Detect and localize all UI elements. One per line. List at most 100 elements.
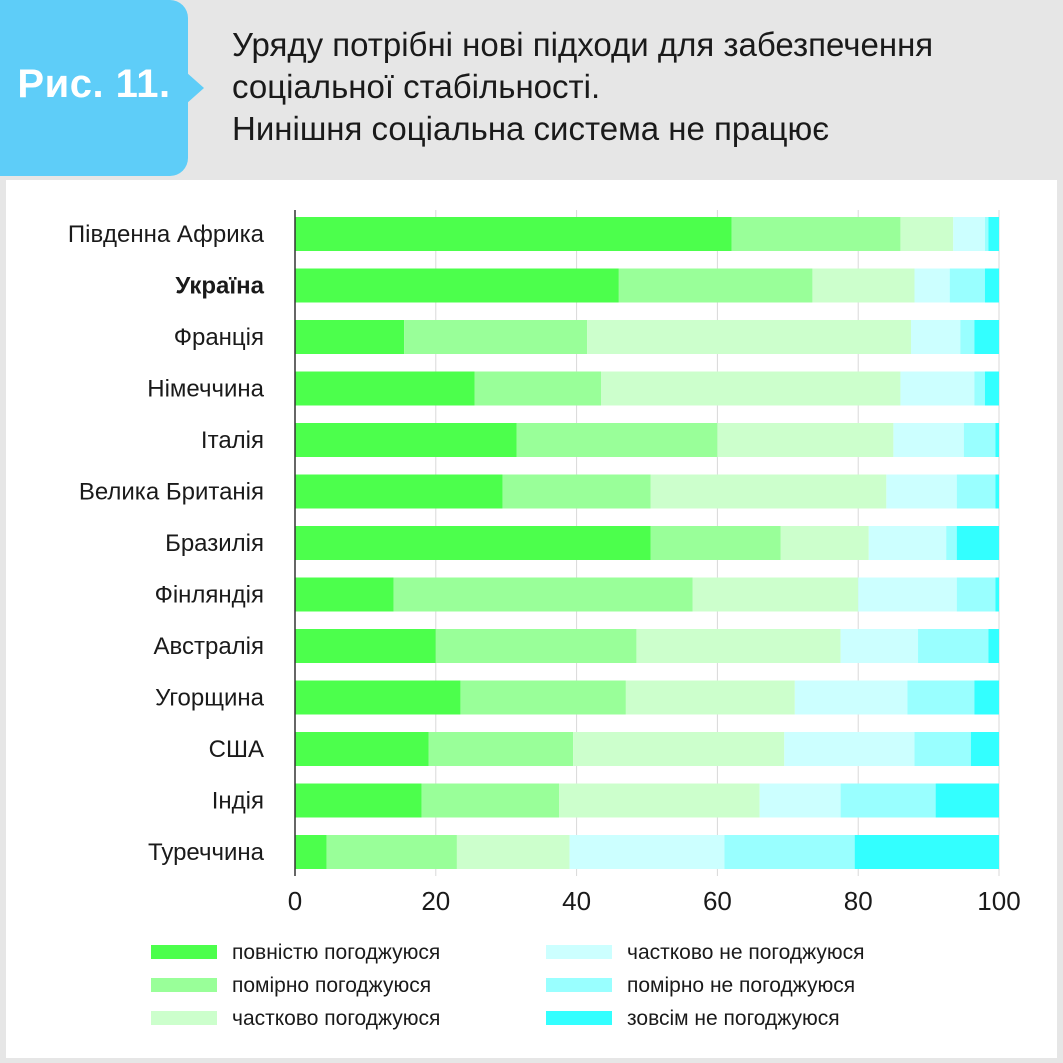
bar-6-segment-2 (502, 474, 651, 509)
category-label-2: Україна (175, 273, 264, 300)
bar-3-segment-1 (295, 320, 405, 354)
bar-5-segment-6 (995, 423, 999, 457)
x-tick-label-20: 20 (421, 886, 450, 916)
bar-4-segment-6 (984, 371, 999, 406)
bar-11-segment-3 (573, 732, 785, 766)
bar-13-segment-5 (724, 835, 855, 869)
bar-5-segment-4 (893, 423, 964, 457)
bar-8-segment-5 (956, 577, 996, 612)
bar-3-segment-3 (587, 320, 911, 354)
bar-7-segment-3 (780, 526, 869, 560)
bar-5-segment-1 (295, 423, 517, 457)
bar-10-segment-5 (907, 680, 975, 715)
bar-13-segment-4 (569, 835, 725, 869)
x-tick-label-80: 80 (844, 886, 873, 916)
category-label-1: Південна Африка (68, 221, 265, 248)
bar-9-segment-5 (918, 629, 989, 663)
bar-1-segment-1 (295, 217, 732, 251)
bar-2-segment-2 (618, 268, 813, 303)
category-label-13: Туреччина (148, 839, 265, 866)
figure-badge: Рис. 11. (0, 0, 188, 176)
bar-7-segment-1 (295, 526, 651, 560)
bar-4-segment-3 (601, 371, 901, 406)
legend-swatch-6 (546, 1011, 612, 1025)
category-label-11: США (209, 736, 264, 763)
bar-11-segment-2 (428, 732, 574, 766)
stacked-bar-chart: Південна Африка Україна Франція Німеччина Іт… (68, 210, 1021, 1030)
bar-2-segment-6 (984, 268, 999, 303)
bar-7-segment-4 (868, 526, 947, 560)
bar-9-segment-4 (840, 629, 919, 663)
bar-11-segment-1 (295, 732, 429, 766)
bar-13-segment-2 (326, 835, 457, 869)
x-tick-label-40: 40 (562, 886, 591, 916)
bar-8-segment-2 (393, 577, 693, 612)
bar-7-segment-5 (946, 526, 957, 560)
bar-1-segment-6 (988, 217, 999, 251)
bar-6-segment-1 (295, 474, 503, 509)
x-tick-label-100: 100 (977, 886, 1020, 916)
legend-swatch-2 (151, 978, 217, 992)
bar-3-segment-6 (974, 320, 999, 354)
bar-8-segment-6 (995, 577, 999, 612)
bar-8-segment-4 (858, 577, 957, 612)
bar-5-segment-5 (963, 423, 996, 457)
bar-7-segment-6 (956, 526, 999, 560)
bar-9-segment-2 (435, 629, 637, 663)
bar-10-segment-3 (625, 680, 795, 715)
category-label-6: Велика Британія (79, 479, 264, 506)
bar-5-segment-2 (516, 423, 718, 457)
bar-13-segment-3 (456, 835, 570, 869)
category-label-8: Фінляндія (155, 582, 264, 609)
category-label-3: Франція (174, 324, 264, 351)
bar-1-segment-5 (984, 217, 989, 251)
bar-4-segment-1 (295, 371, 475, 406)
category-label-12: Індія (212, 788, 264, 815)
bar-3-segment-2 (404, 320, 588, 354)
category-label-4: Німеччина (147, 376, 264, 403)
bar-3-segment-4 (911, 320, 961, 354)
bar-1-segment-2 (731, 217, 901, 251)
bar-6-segment-5 (956, 474, 996, 509)
legend-label-3: частково погоджуюся (232, 1007, 440, 1030)
x-tick-label-0: 0 (288, 886, 302, 916)
header: Рис. 11. Уряду потрібні нові підходи для… (0, 0, 1063, 178)
bar-10-segment-4 (794, 680, 908, 715)
chart-panel: Південна Африка Україна Франція Німеччина Іт… (6, 180, 1057, 1058)
bar-1-segment-4 (953, 217, 985, 251)
bar-12-segment-1 (295, 783, 422, 818)
bar-12-segment-4 (759, 783, 841, 818)
bar-9-segment-1 (295, 629, 436, 663)
legend-label-1: повністю погоджуюся (232, 941, 440, 964)
bar-9-segment-3 (636, 629, 841, 663)
legend-label-2: помірно погоджуюся (232, 974, 431, 997)
legend-label-6: зовсім не погоджуюся (627, 1007, 840, 1030)
legend-swatch-5 (546, 978, 612, 992)
bar-2-segment-4 (914, 268, 950, 303)
bar-2-segment-1 (295, 268, 619, 303)
title-line-2: соціальної стабільності. (232, 68, 601, 105)
legend-swatch-3 (151, 1011, 217, 1025)
bar-9-segment-6 (988, 629, 999, 663)
bar-5-segment-3 (717, 423, 894, 457)
bar-13-segment-1 (295, 835, 327, 869)
figure-label: Рис. 11. (17, 62, 171, 106)
bar-4-segment-4 (900, 371, 975, 406)
bar-12-segment-2 (421, 783, 559, 818)
bar-2-segment-3 (812, 268, 915, 303)
legend-swatch-1 (151, 945, 217, 959)
bar-1-segment-3 (900, 217, 954, 251)
bar-4-segment-5 (974, 371, 985, 406)
x-tick-label-60: 60 (703, 886, 732, 916)
category-label-5: Італія (201, 427, 264, 454)
bar-6-segment-4 (886, 474, 957, 509)
bar-7-segment-2 (650, 526, 781, 560)
bar-6-segment-3 (650, 474, 887, 509)
category-label-10: Угорщина (155, 685, 264, 712)
legend-label-5: помірно не погоджуюся (627, 974, 855, 997)
bar-10-segment-1 (295, 680, 461, 715)
title-line-1: Уряду потрібні нові підходи для забезпеч… (232, 26, 934, 63)
bar-8-segment-1 (295, 577, 394, 612)
bar-3-segment-5 (960, 320, 975, 354)
bar-13-segment-6 (854, 835, 999, 869)
